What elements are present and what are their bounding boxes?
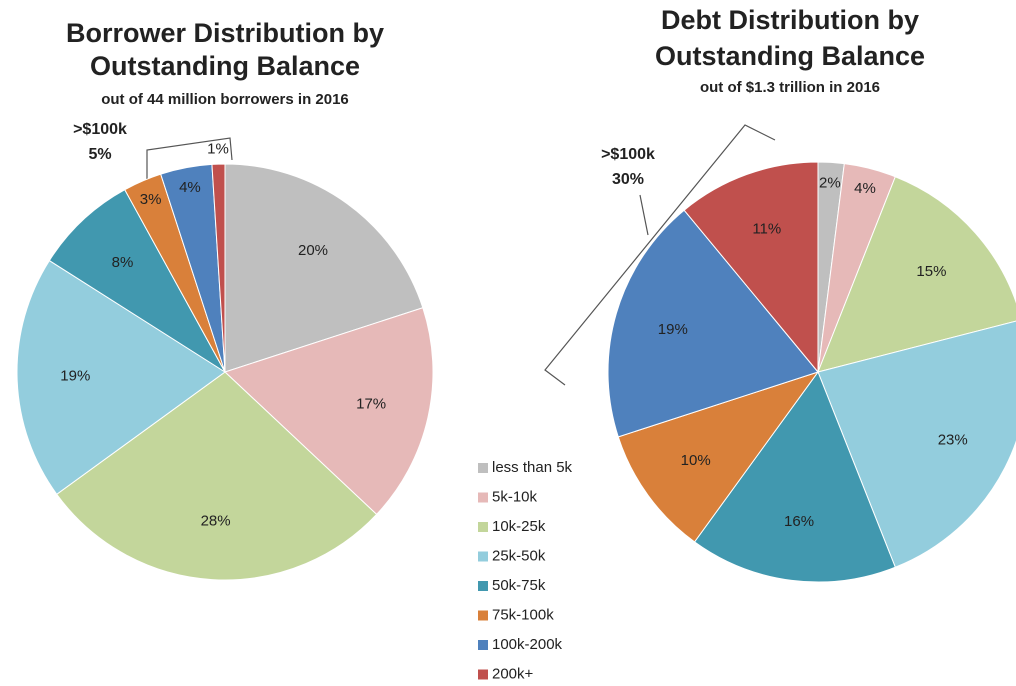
chart-title: Outstanding Balance bbox=[90, 51, 360, 81]
data-label: 2% bbox=[819, 174, 841, 191]
chart-subtitle: out of 44 million borrowers in 2016 bbox=[101, 91, 349, 108]
data-label: 3% bbox=[140, 191, 162, 208]
pie-slice bbox=[224, 163, 424, 373]
data-label: 4% bbox=[179, 179, 201, 196]
pie-slice bbox=[817, 320, 1016, 568]
pie-slice bbox=[693, 370, 896, 583]
pie-slice bbox=[211, 163, 226, 373]
pie-slice bbox=[16, 259, 226, 495]
pie-slice bbox=[683, 161, 819, 374]
data-label: 23% bbox=[938, 432, 968, 449]
data-label: 1% bbox=[207, 141, 229, 158]
annotation: >$100k bbox=[73, 121, 127, 138]
legend-swatch bbox=[478, 610, 488, 621]
data-label: 28% bbox=[201, 512, 231, 529]
legend-label: 75k-100k bbox=[492, 606, 554, 623]
annotation: 30% bbox=[612, 171, 644, 188]
pie-slice bbox=[48, 189, 226, 373]
data-label: 4% bbox=[854, 180, 876, 197]
data-label: 19% bbox=[658, 321, 688, 338]
legend-swatch bbox=[478, 463, 488, 473]
legend-swatch bbox=[478, 669, 488, 680]
pie-slice bbox=[224, 307, 434, 516]
annotation: >$100k bbox=[601, 146, 655, 163]
legend-label: 10k-25k bbox=[492, 518, 546, 535]
legend-label: 200k+ bbox=[492, 665, 534, 682]
pie-slice bbox=[56, 371, 378, 581]
legend-label: 100k-200k bbox=[492, 636, 563, 653]
data-label: 15% bbox=[916, 263, 946, 280]
data-label: 19% bbox=[60, 368, 90, 385]
legend-label: less than 5k bbox=[492, 459, 573, 476]
legend-swatch bbox=[478, 522, 488, 532]
legend-label: 50k-75k bbox=[492, 577, 546, 594]
legend-swatch bbox=[478, 551, 488, 562]
data-label: 16% bbox=[784, 513, 814, 530]
data-label: 11% bbox=[752, 221, 781, 238]
chart-title: Borrower Distribution by bbox=[66, 18, 384, 48]
data-label: 10% bbox=[681, 452, 711, 469]
legend-swatch bbox=[478, 581, 488, 591]
legend-swatch bbox=[478, 492, 488, 503]
pie-slice bbox=[607, 209, 819, 438]
chart-subtitle: out of $1.3 trillion in 2016 bbox=[700, 79, 880, 96]
legend-swatch bbox=[478, 640, 488, 650]
legend-label: 5k-10k bbox=[492, 488, 538, 505]
chart-title: Outstanding Balance bbox=[655, 41, 925, 71]
bracket bbox=[544, 124, 776, 386]
data-label: 20% bbox=[298, 242, 328, 259]
pie-slice bbox=[617, 371, 820, 543]
pie-slice bbox=[817, 176, 1016, 373]
legend-label: 25k-50k bbox=[492, 547, 546, 564]
chart-title: Debt Distribution by bbox=[661, 5, 919, 35]
data-label: 17% bbox=[356, 396, 386, 413]
annotation: 5% bbox=[88, 146, 111, 163]
data-label: 8% bbox=[112, 254, 134, 271]
